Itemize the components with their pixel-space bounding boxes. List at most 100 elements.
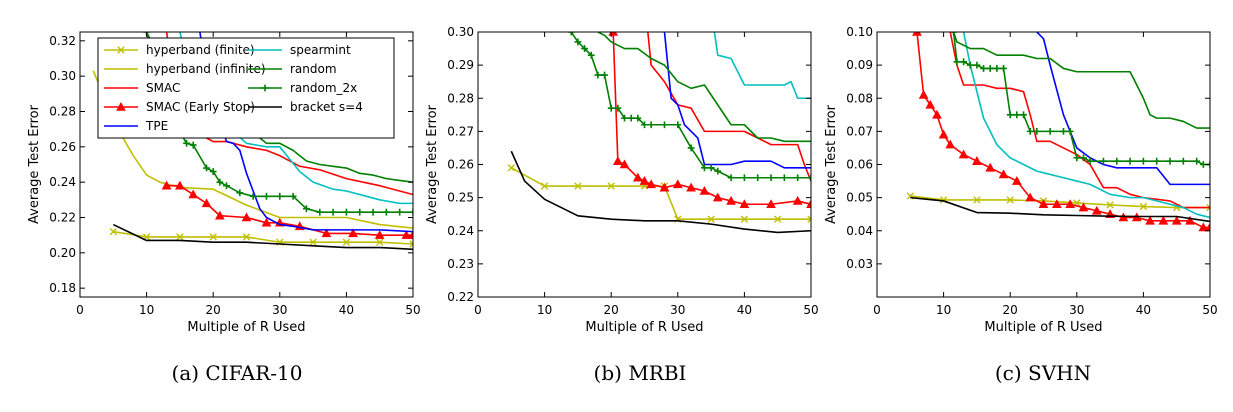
- x-tick-label: 40: [737, 303, 752, 317]
- y-tick-label: 0.24: [447, 224, 474, 238]
- data-point-smac-early-stop: [712, 192, 723, 202]
- legend-entry-tpe: TPE: [104, 119, 168, 133]
- legend-label: SMAC (Early Stop): [146, 100, 255, 114]
- data-point-hyperband-finite: [109, 227, 117, 236]
- data-point-smac-early-stop: [1091, 205, 1102, 215]
- data-point-random-2x: [581, 45, 588, 52]
- data-point-random-2x: [1166, 157, 1174, 165]
- data-point-random-2x: [1113, 157, 1121, 165]
- data-point-smac-early-stop: [998, 169, 1009, 179]
- data-point-random-2x: [223, 182, 230, 190]
- series-line-smac: [647, 32, 811, 182]
- data-point-smac-early-stop: [739, 199, 750, 209]
- data-point-random-2x: [634, 114, 642, 122]
- data-point-random-2x: [1046, 127, 1054, 135]
- series-random: [597, 32, 811, 143]
- data-point-hyperband-finite: [309, 238, 317, 246]
- series-random-2x: [567, 32, 811, 182]
- data-point-smac-early-stop: [1078, 202, 1089, 212]
- data-point-random-2x: [780, 174, 788, 182]
- series-smac: [949, 32, 1210, 209]
- data-point-random-2x: [960, 58, 967, 66]
- x-tick-label: 10: [537, 303, 552, 317]
- data-point-random-2x: [1026, 127, 1034, 135]
- data-point-random-2x: [594, 71, 602, 79]
- series-hyperband-finite: [109, 227, 413, 248]
- y-tick-label: 0.30: [49, 69, 76, 83]
- data-point-random-2x: [249, 192, 257, 200]
- x-tick-label: 50: [1202, 303, 1217, 317]
- data-point-smac-early-stop: [1065, 199, 1076, 209]
- legend-label: hyperband (infinite): [146, 62, 266, 76]
- y-tick-label: 0.06: [846, 158, 873, 172]
- series-line-smac: [949, 32, 1210, 209]
- series-line-bracket-s-4: [510, 150, 811, 234]
- data-point-smac-early-stop: [726, 195, 736, 205]
- data-point-smac-early-stop: [985, 162, 996, 172]
- data-point-random-2x: [289, 192, 297, 200]
- data-point-smac-early-stop: [374, 230, 385, 239]
- y-tick-label: 0.04: [846, 224, 873, 238]
- series-line-tpe: [1036, 32, 1210, 186]
- data-point-smac-early-stop: [161, 180, 172, 190]
- series-smac-early-stop: [608, 32, 811, 209]
- y-tick-label: 0.26: [49, 140, 76, 154]
- data-point-smac-early-stop: [201, 198, 212, 208]
- data-point-random-2x: [727, 174, 735, 182]
- data-point-random-2x: [567, 32, 575, 36]
- series-bracket-s-4: [910, 196, 1210, 223]
- data-point-random-2x: [607, 104, 615, 112]
- axes-frame: [79, 31, 414, 298]
- y-axis-label: Average Test Error: [27, 104, 42, 224]
- data-point-smac-early-stop: [699, 185, 710, 195]
- y-tick-label: 0.25: [447, 191, 474, 205]
- x-tick-label: 20: [1003, 303, 1018, 317]
- x-tick-label: 10: [936, 303, 951, 317]
- data-point-hyperband-finite: [507, 164, 515, 172]
- legend-label: hyperband (finite): [146, 43, 255, 57]
- data-point-hyperband-finite: [707, 215, 715, 223]
- data-point-random-2x: [1179, 157, 1187, 165]
- series-smac-early-stop: [912, 32, 1210, 232]
- data-point-random-2x: [216, 178, 224, 186]
- legend-label: random: [290, 62, 337, 76]
- data-point-random-2x: [189, 141, 197, 149]
- y-tick-label: 0.18: [49, 281, 76, 295]
- x-tick-label: 0: [873, 303, 881, 317]
- data-point-hyperband-finite: [209, 233, 217, 241]
- plot-series: [507, 32, 811, 234]
- data-point-smac-early-stop: [175, 180, 185, 190]
- data-point-hyperband-finite: [242, 233, 251, 241]
- y-tick-label: 0.32: [49, 34, 76, 48]
- data-point-hyperband-finite: [176, 233, 184, 241]
- data-point-random-2x: [316, 208, 324, 216]
- series-line-random: [952, 32, 1210, 129]
- legend-label: bracket s=4: [290, 100, 363, 114]
- y-tick-label: 0.07: [846, 124, 873, 138]
- data-point-smac-early-stop: [612, 156, 623, 165]
- data-point-random-2x: [1020, 111, 1027, 119]
- data-point-hyperband-finite: [1139, 202, 1148, 211]
- y-axis-label: Average Test Error: [425, 104, 440, 224]
- data-point-random-2x: [396, 208, 404, 216]
- data-point-random-2x: [661, 121, 668, 129]
- legend-label: TPE: [145, 119, 168, 133]
- y-tick-label: 0.23: [447, 257, 474, 271]
- data-point-random-2x: [209, 168, 217, 175]
- data-point-smac-early-stop: [1145, 215, 1155, 225]
- data-point-random-2x: [1140, 157, 1147, 165]
- data-point-random-2x: [276, 192, 284, 200]
- legend-marker: [116, 101, 126, 111]
- y-tick-label: 0.05: [846, 191, 873, 205]
- data-point-hyperband-finite: [1106, 201, 1114, 209]
- data-point-random-2x: [236, 189, 244, 197]
- y-axis-label: Average Test Error: [824, 104, 839, 224]
- data-point-smac-early-stop: [686, 182, 696, 192]
- y-tick-label: 0.03: [846, 257, 873, 271]
- data-point-hyperband-finite: [574, 182, 582, 190]
- data-point-smac-early-stop: [1171, 215, 1182, 225]
- subfigure-caption: (c) SVHN: [995, 361, 1091, 385]
- data-point-random-2x: [980, 65, 987, 72]
- plot-area: [877, 32, 1210, 297]
- y-tick-label: 0.08: [846, 91, 873, 105]
